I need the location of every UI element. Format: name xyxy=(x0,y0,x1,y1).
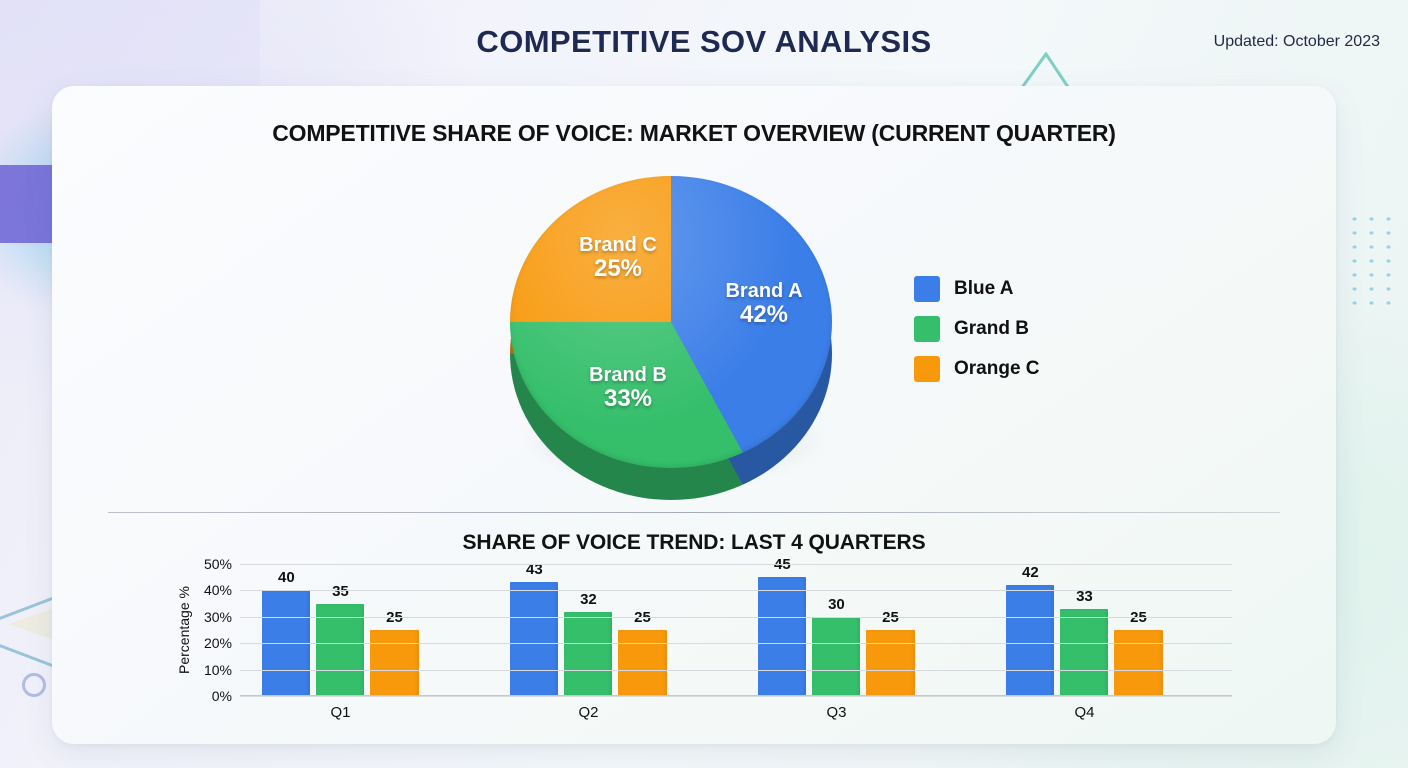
page-title: COMPETITIVE SOV ANALYSIS xyxy=(476,24,932,59)
bar-stack: 43 32 25 xyxy=(488,561,736,696)
bar-q3-brand-a[interactable]: 45 xyxy=(758,556,807,696)
updated-timestamp: Updated: October 2023 xyxy=(1213,33,1380,50)
bar-q2-brand-b[interactable]: 32 xyxy=(564,591,613,696)
bar-q3-brand-b[interactable]: 30 xyxy=(812,596,861,696)
legend-item[interactable]: Orange C xyxy=(914,356,1040,382)
pie-slice-value-brand-a: 42% xyxy=(739,301,789,329)
y-axis-tick-label: 0% xyxy=(211,688,232,704)
bar-q1-brand-b[interactable]: 35 xyxy=(316,583,365,696)
y-axis-tick-label: 20% xyxy=(203,635,232,652)
bar-chart: Percentage % 0% 10% 20% 30% 40% 50% 40 35 25 Q1 4… xyxy=(162,556,1232,721)
x-axis-label: Q2 xyxy=(578,704,599,721)
bar-chart-title: SHARE OF VOICE TREND: LAST 4 QUARTERS xyxy=(462,531,926,554)
bar-group-q1: 40 35 25 Q1 xyxy=(240,564,488,721)
x-axis-label: Q4 xyxy=(1074,704,1095,721)
bar-stack: 45 30 25 xyxy=(736,556,984,696)
bar-q2-brand-a[interactable]: 43 xyxy=(510,561,559,696)
legend-label: Orange C xyxy=(954,358,1040,379)
y-axis-ticks: 0% 10% 20% 30% 40% 50% xyxy=(186,556,238,704)
bar-value-label: 30 xyxy=(828,595,845,613)
bar-value-label: 33 xyxy=(1076,587,1093,605)
gridline xyxy=(240,669,1232,671)
pie-top-surface[interactable] xyxy=(510,176,832,468)
pie-slice-value-brand-c: 25% xyxy=(593,255,643,283)
main-card: COMPETITIVE SHARE OF VOICE: MARKET OVERV… xyxy=(52,86,1336,744)
bar-q1-brand-c[interactable]: 25 xyxy=(370,609,419,696)
triangle-solid-left-icon xyxy=(0,165,56,243)
x-axis-label: Q1 xyxy=(330,704,351,721)
circle-ring-outline-icon xyxy=(22,673,46,697)
section-divider xyxy=(108,512,1280,513)
bar-stack: 40 35 25 xyxy=(240,564,488,696)
pie-chart: Brand A 42% Brand B 33% Brand C 25% xyxy=(492,168,852,513)
bar-q2-brand-c[interactable]: 25 xyxy=(618,609,667,696)
legend-label: Blue A xyxy=(954,278,1014,299)
pie-slice-label-brand-b: Brand B 33% xyxy=(568,364,688,413)
bar-groups: 40 35 25 Q1 43 32 25 Q2 45 30 25 Q3 42 33 25 Q4 xyxy=(240,556,1232,721)
legend-item[interactable]: Grand B xyxy=(914,316,1040,342)
legend-swatch-icon xyxy=(914,356,940,382)
y-axis-tick-label: 30% xyxy=(203,608,232,625)
bar-q4-brand-c[interactable]: 25 xyxy=(1114,609,1163,696)
bar-value-label: 40 xyxy=(278,569,295,587)
bar-q3-brand-c[interactable]: 25 xyxy=(866,609,915,696)
bar-value-label: 42 xyxy=(1022,564,1039,582)
y-axis-tick-label: 10% xyxy=(203,661,232,678)
pie-slice-name-brand-a: Brand A xyxy=(725,280,803,302)
pie-slice-value-brand-b: 33% xyxy=(603,385,653,413)
bar-stack: 42 33 25 xyxy=(984,564,1232,696)
y-axis-tick-label: 50% xyxy=(203,556,232,572)
gridline xyxy=(240,696,1232,697)
pie-slice-label-brand-a: Brand A 42% xyxy=(704,280,824,329)
gridline xyxy=(240,564,1232,565)
gridline xyxy=(240,643,1232,645)
gridline xyxy=(240,590,1232,592)
bar-group-q2: 43 32 25 Q2 xyxy=(488,561,736,721)
bar-value-label: 43 xyxy=(526,561,543,579)
legend-item[interactable]: Blue A xyxy=(914,276,1040,302)
pie-slice-name-brand-c: Brand C xyxy=(579,234,657,256)
y-axis-tick-label: 40% xyxy=(203,582,232,599)
bar-value-label: 32 xyxy=(580,590,597,608)
gridline xyxy=(240,616,1232,618)
legend-label: Grand B xyxy=(954,318,1029,339)
bar-q4-brand-b[interactable]: 33 xyxy=(1060,588,1109,696)
bar-plot-area: 40 35 25 Q1 43 32 25 Q2 45 30 25 Q3 42 33 25 Q4 xyxy=(240,556,1232,721)
pie-chart-title: COMPETITIVE SHARE OF VOICE: MARKET OVERV… xyxy=(272,120,1116,146)
pie-legend: Blue A Grand B Orange C xyxy=(914,276,1040,382)
pie-gloss-overlay xyxy=(510,176,832,468)
x-axis-baseline xyxy=(240,695,1232,696)
dot-grid-icon xyxy=(1346,212,1400,308)
pie-slice-name-brand-b: Brand B xyxy=(589,364,667,386)
bar-q4-brand-a[interactable]: 42 xyxy=(1006,564,1055,696)
pie-slice-label-brand-c: Brand C 25% xyxy=(558,234,678,283)
legend-swatch-icon xyxy=(914,316,940,342)
legend-swatch-icon xyxy=(914,276,940,302)
bar-group-q3: 45 30 25 Q3 xyxy=(736,556,984,721)
x-axis-label: Q3 xyxy=(826,704,847,721)
bar-group-q4: 42 33 25 Q4 xyxy=(984,564,1232,721)
